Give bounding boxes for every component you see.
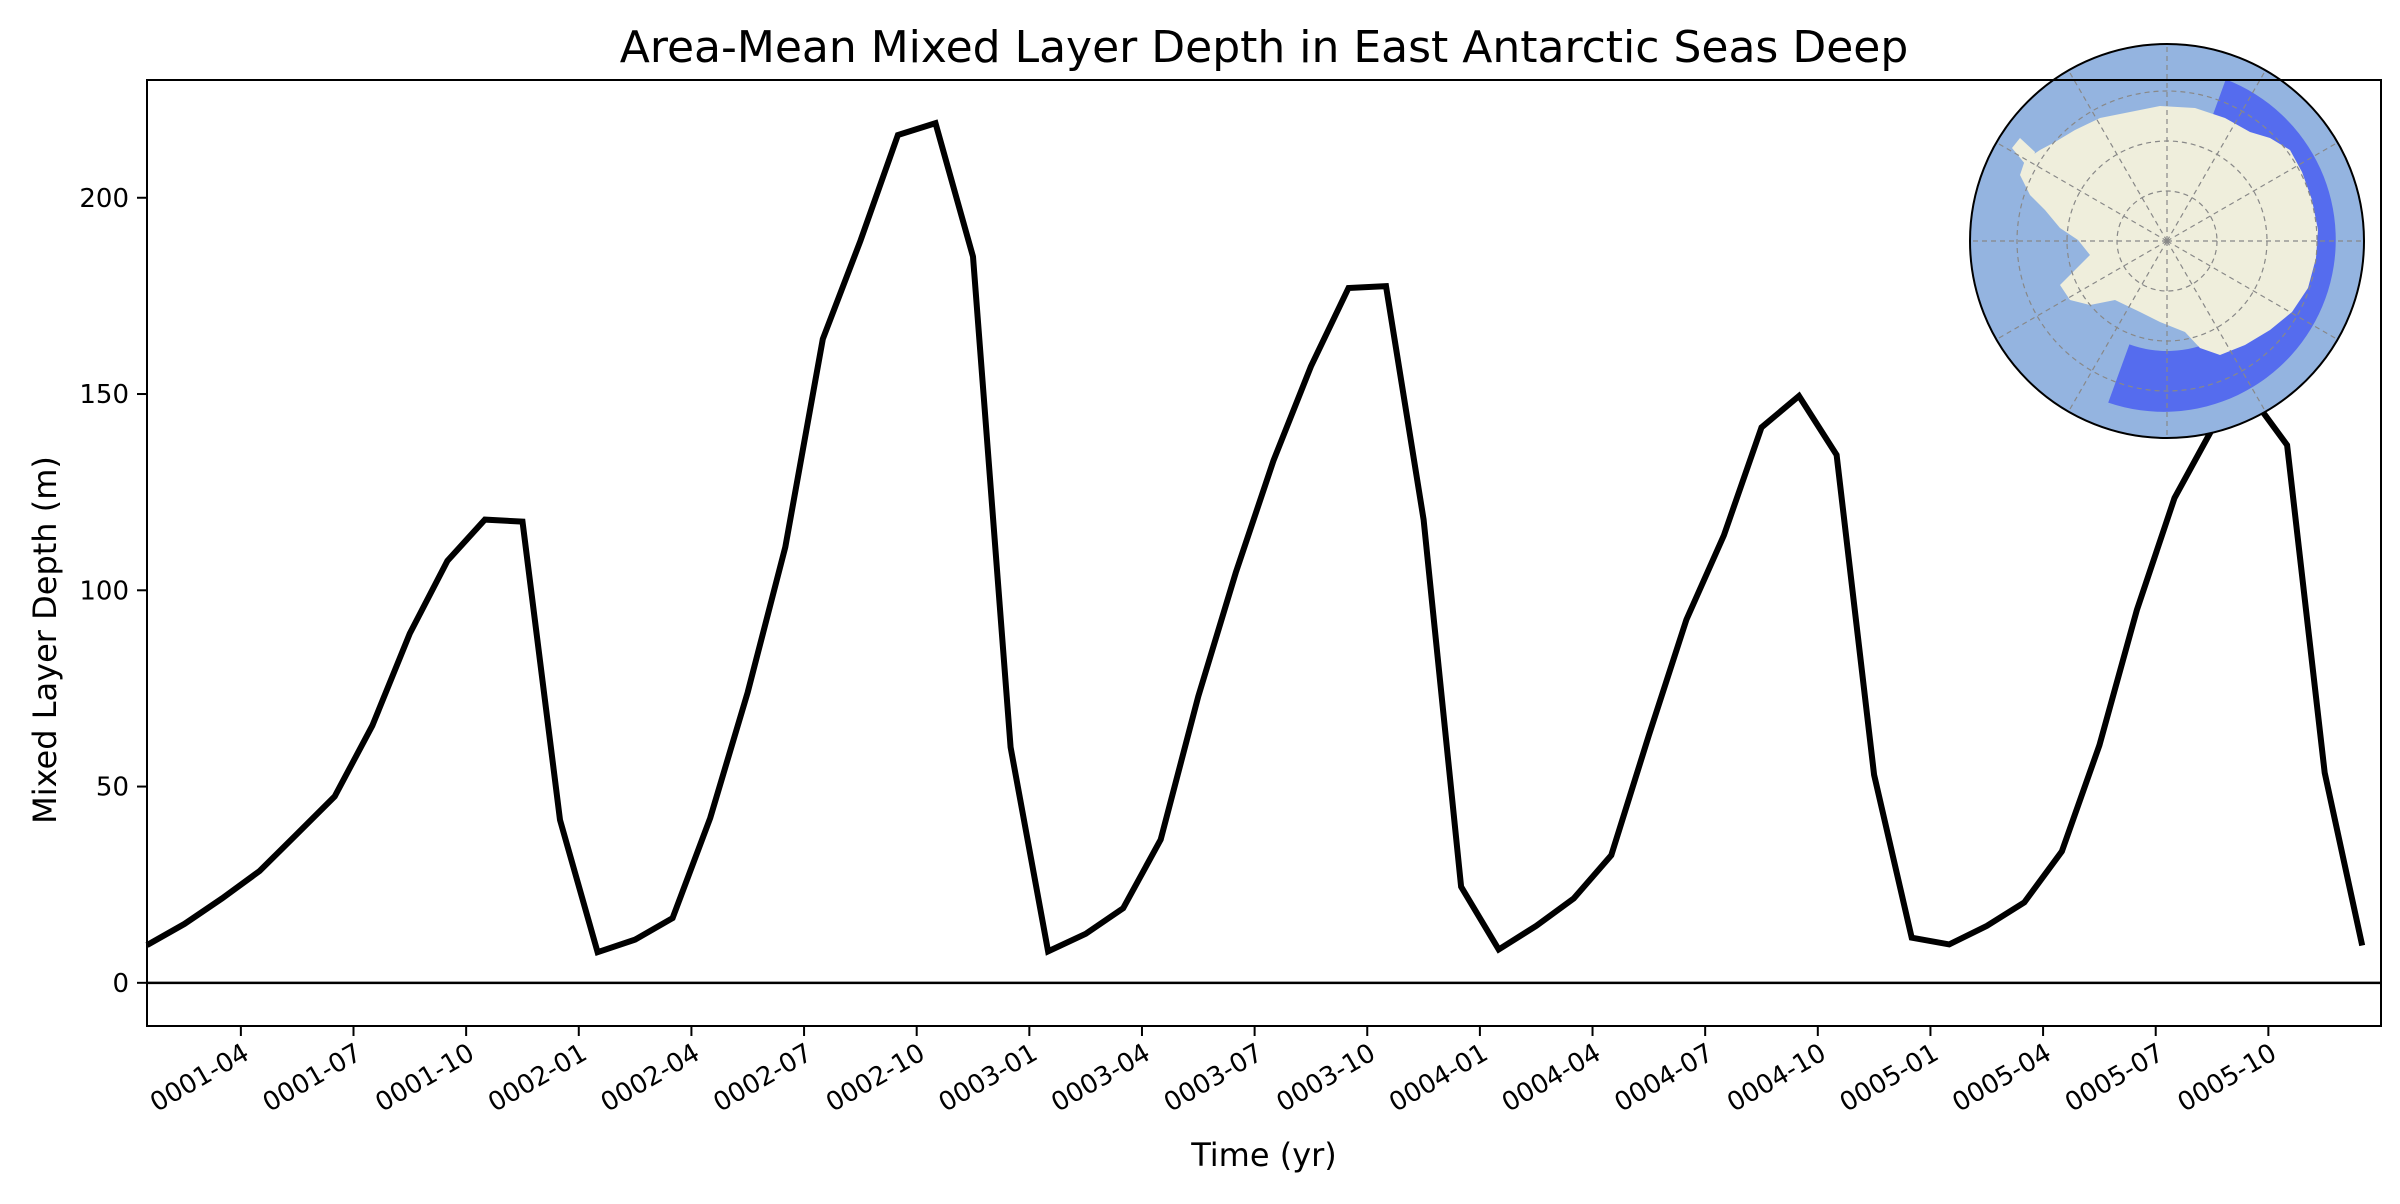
x-tick-label: 0004-07 [1610, 1038, 1719, 1118]
x-tick-label: 0005-07 [2060, 1038, 2169, 1118]
y-tick-label: 100 [79, 576, 129, 606]
x-tick-label: 0005-01 [1835, 1038, 1944, 1118]
x-tick-label: 0005-10 [2173, 1038, 2282, 1118]
x-tick-label: 0004-10 [1722, 1038, 1831, 1118]
x-tick-label: 0002-10 [821, 1038, 930, 1118]
x-tick-label: 0002-07 [708, 1038, 817, 1118]
y-tick-label: 200 [79, 184, 129, 214]
y-tick-label: 0 [112, 969, 129, 999]
antarctica-inset-map [1970, 44, 2364, 438]
x-tick-label: 0003-07 [1159, 1038, 1268, 1118]
y-tick-label: 150 [79, 380, 129, 410]
x-tick-label: 0004-04 [1497, 1038, 1606, 1118]
y-axis-label: Mixed Layer Depth (m) [26, 456, 64, 824]
x-tick-label: 0001-10 [371, 1038, 480, 1118]
x-tick-label: 0003-04 [1046, 1038, 1155, 1118]
chart-title: Area-Mean Mixed Layer Depth in East Anta… [620, 22, 1909, 73]
y-tick-label: 50 [96, 773, 129, 803]
x-tick-label: 0001-04 [145, 1038, 254, 1118]
x-tick-label: 0005-04 [1947, 1038, 2056, 1118]
x-axis-label: Time (yr) [1190, 1136, 1337, 1174]
x-tick-label: 0003-01 [934, 1038, 1043, 1118]
x-tick-label: 0003-10 [1272, 1038, 1381, 1118]
x-tick-label: 0001-07 [258, 1038, 367, 1118]
x-tick-label: 0002-01 [483, 1038, 592, 1118]
x-tick-label: 0004-01 [1384, 1038, 1493, 1118]
x-tick-label: 0002-04 [596, 1038, 705, 1118]
